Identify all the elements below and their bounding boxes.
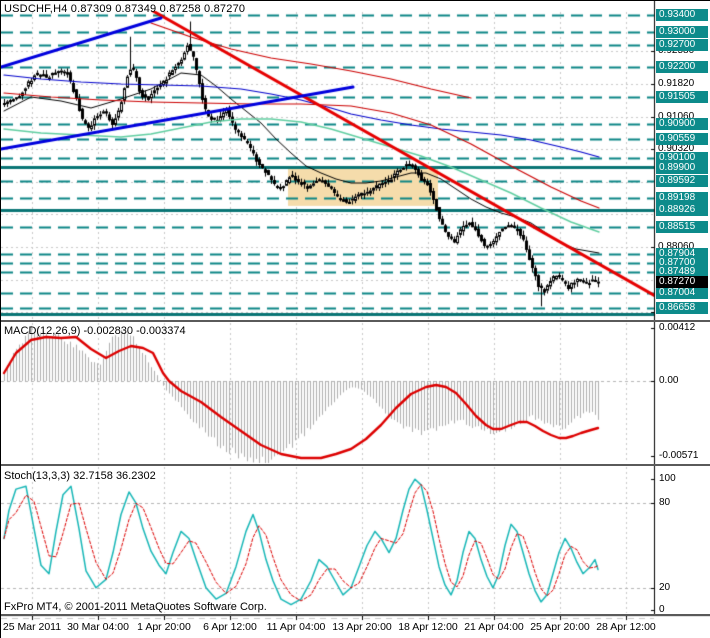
sr-level-badge: 0.90900 <box>656 118 708 130</box>
sr-level-badge: 0.88515 <box>656 221 708 233</box>
sr-level-badge: 0.90559 <box>656 133 708 145</box>
indicator-axis-tick: 100 <box>659 473 676 484</box>
sr-level-badge: 0.89198 <box>656 192 708 204</box>
sr-level-badge: 0.93000 <box>656 26 708 38</box>
price-axis-tick: 0.90320 <box>658 143 695 154</box>
indicator-axis-tick: -0.00571 <box>659 450 699 461</box>
time-axis-label: 25 Mar 2011 <box>2 621 62 633</box>
macd-value-main: -0.002830 <box>83 325 134 337</box>
sr-level-badge: 0.91505 <box>656 91 708 103</box>
copyright-text: FxPro MT4, © 2001-2011 MetaQuotes Softwa… <box>4 601 267 613</box>
time-axis-label: 11 Apr 04:00 <box>266 621 326 633</box>
stoch-indicator-label: Stoch(13,3,3) 32.7158 36.2302 <box>4 470 156 482</box>
current-price-badge: 0.87270 <box>656 276 708 288</box>
sr-level-badge: 0.92200 <box>656 61 708 73</box>
time-axis-label: 13 Apr 20:00 <box>332 621 392 633</box>
sr-level-badge: 0.86658 <box>656 302 708 314</box>
time-axis-label: 6 Apr 12:00 <box>203 621 257 633</box>
indicator-axis-tick: 20 <box>659 582 671 593</box>
price-axis-tick: 0.91060 <box>658 111 695 122</box>
price-axis-tick: 0.88060 <box>658 241 695 252</box>
chart-title: USDCHF,H4 0.87309 0.87349 0.87258 0.8727… <box>4 3 246 15</box>
macd-indicator-label: MACD(12,26,9) -0.002830 -0.003374 <box>4 325 186 337</box>
time-axis-label: 21 Apr 04:00 <box>464 621 524 633</box>
sr-level-badge: 0.90100 <box>656 152 708 164</box>
sr-level-badge: 0.89592 <box>656 175 708 187</box>
indicator-axis-tick: 80 <box>659 497 671 508</box>
indicator-axis-tick: 0 <box>659 604 665 615</box>
sr-level-badge: 0.87004 <box>656 287 708 299</box>
macd-name: MACD(12,26,9) <box>4 325 81 337</box>
time-axis-label: 25 Apr 20:00 <box>530 621 590 633</box>
time-axis-label: 28 Apr 12:00 <box>596 621 656 633</box>
time-axis-label: 30 Mar 04:00 <box>67 621 129 633</box>
panel-separator-timeaxis <box>1 614 710 616</box>
sr-level-badge: 0.93400 <box>656 9 708 21</box>
stoch-name: Stoch(13,3,3) <box>4 470 71 482</box>
panel-separator-macd[interactable] <box>1 320 710 322</box>
time-axis-label: 1 Apr 20:00 <box>137 621 191 633</box>
price-axis-tick: 0.91820 <box>658 78 695 89</box>
panel-separator-stoch[interactable] <box>1 464 710 466</box>
sr-level-badge: 0.92700 <box>656 39 708 51</box>
sr-level-badge: 0.87489 <box>656 266 708 278</box>
stoch-value-signal: 36.2302 <box>115 470 156 482</box>
macd-value-signal: -0.003374 <box>136 325 186 337</box>
time-axis-label: 18 Apr 12:00 <box>398 621 458 633</box>
indicator-axis-tick: 0.00412 <box>659 322 696 333</box>
sr-level-badge: 0.88926 <box>656 204 708 216</box>
sr-level-badge: 0.89900 <box>656 162 708 174</box>
indicator-axis-tick: 0.00 <box>659 375 679 386</box>
stoch-value-main: 32.7158 <box>73 470 113 482</box>
